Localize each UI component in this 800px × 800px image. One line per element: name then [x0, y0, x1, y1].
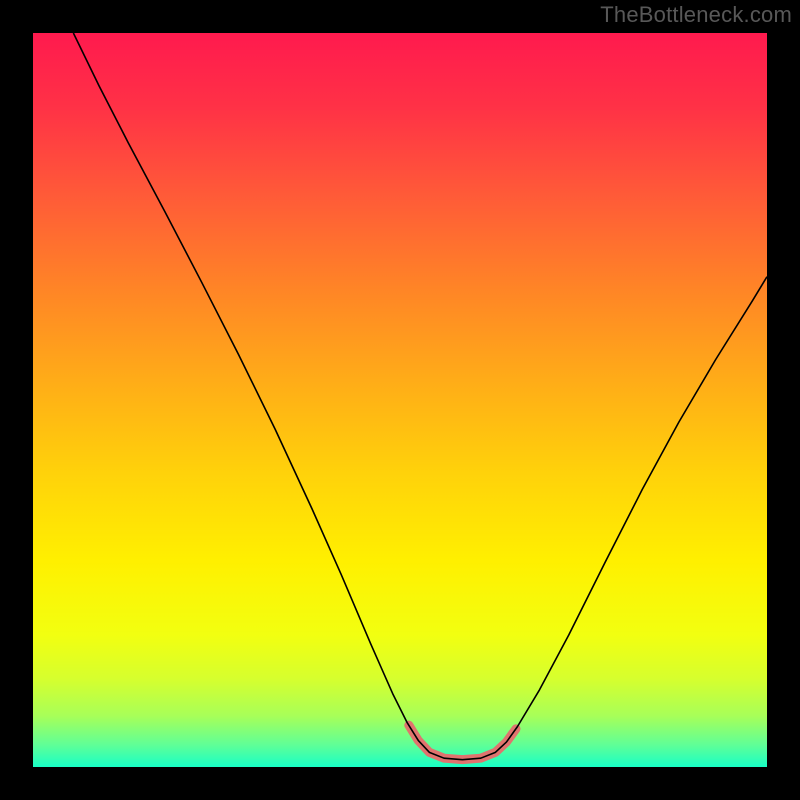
chart-stage: TheBottleneck.com: [0, 0, 800, 800]
bottleneck-chart: [0, 0, 800, 800]
watermark-text: TheBottleneck.com: [600, 2, 792, 28]
plot-background: [33, 33, 767, 767]
